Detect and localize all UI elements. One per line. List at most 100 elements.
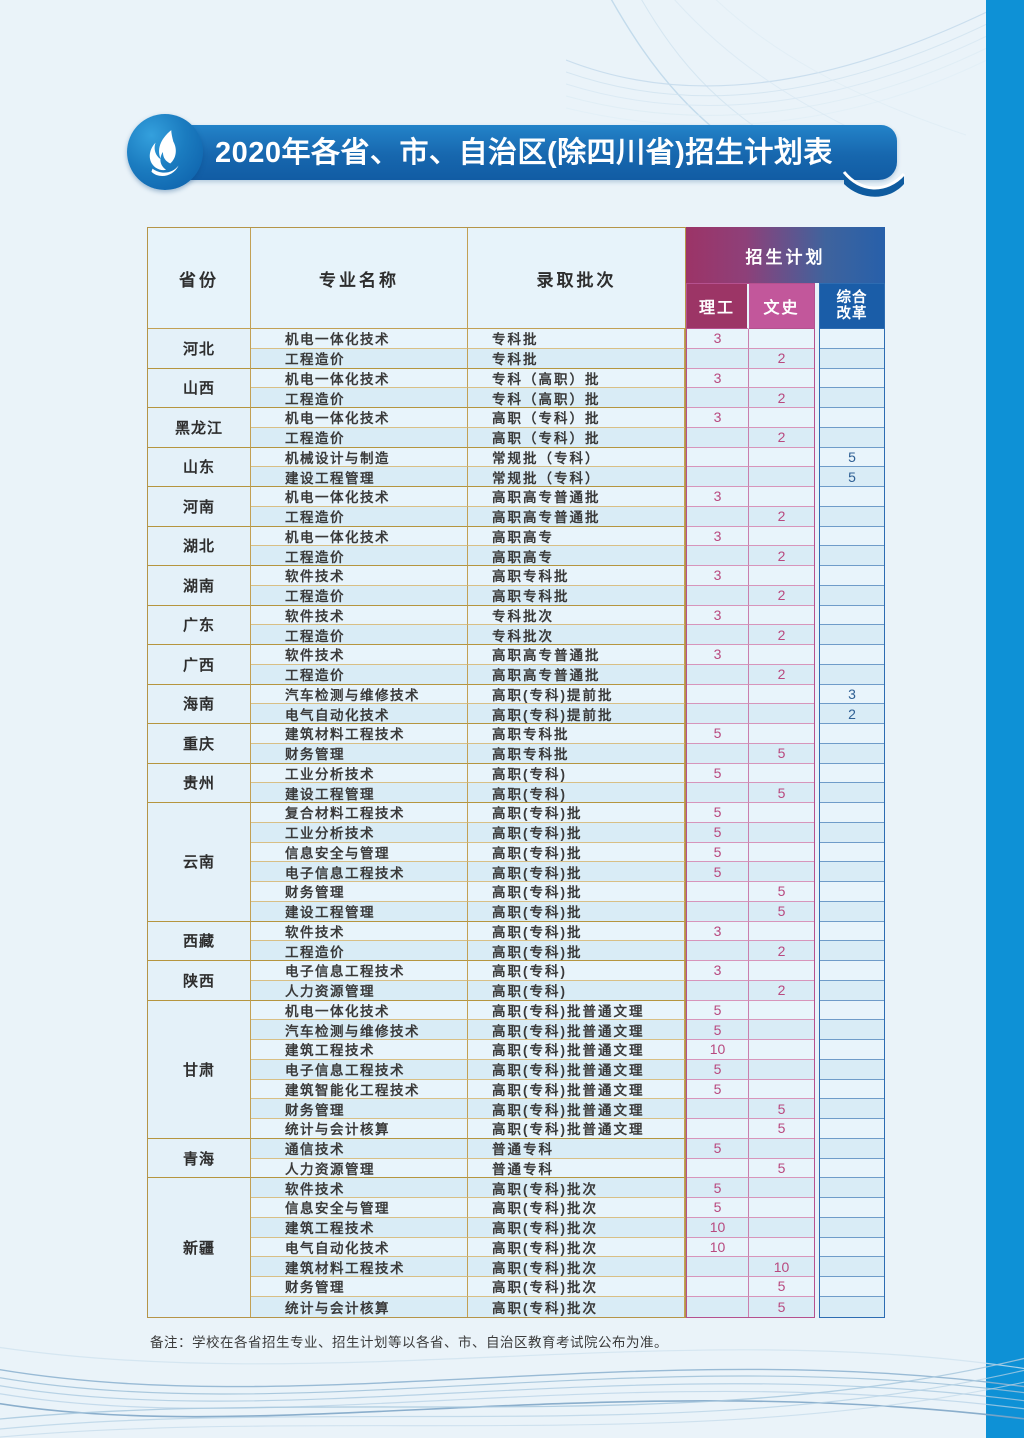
ligong-value-cell [687, 743, 749, 764]
header-zonghe: 综合改革 [820, 284, 884, 329]
major-cell: 建筑工程技术 [251, 1040, 468, 1060]
province-cell: 海南 [148, 684, 251, 724]
ligong-value-cell [687, 1277, 749, 1297]
zonghe-value-cell [820, 546, 884, 566]
ligong-value-cell: 5 [687, 1178, 749, 1198]
ligong-value-cell [687, 901, 749, 922]
major-cell: 财务管理 [251, 882, 468, 902]
right-edge-band [986, 0, 1024, 1438]
ligong-value-cell [687, 783, 749, 803]
ligong-value-cell: 5 [687, 1138, 749, 1159]
ligong-value-cell [687, 1296, 749, 1317]
zonghe-value-cell [820, 1099, 884, 1119]
major-cell: 电子信息工程技术 [251, 961, 468, 981]
zonghe-value-cell [820, 585, 884, 606]
batch-cell: 高职(专科)批次 [468, 1237, 685, 1258]
wenshi-value-cell: 2 [749, 546, 814, 566]
major-cell: 信息安全与管理 [251, 1198, 468, 1218]
province-cell: 山西 [148, 368, 251, 408]
batch-cell: 高职(专科)批普通文理 [468, 1059, 685, 1080]
zonghe-value-cell [820, 1040, 884, 1060]
wenshi-value-cell [749, 803, 814, 823]
major-cell: 建筑材料工程技术 [251, 724, 468, 744]
ligong-value-cell: 3 [687, 605, 749, 626]
zonghe-value-cell [820, 1020, 884, 1040]
zonghe-value-cell [820, 1158, 884, 1179]
ligong-value-cell: 3 [687, 408, 749, 428]
wenshi-value-cell: 5 [749, 1099, 814, 1119]
zonghe-value-cell [820, 664, 884, 685]
wenshi-value-cell [749, 1237, 814, 1258]
batch-cell: 专科（高职）批 [468, 368, 685, 389]
wenshi-value-cell: 2 [749, 625, 814, 645]
wenshi-value-cell: 2 [749, 506, 814, 527]
major-cell: 建设工程管理 [251, 783, 468, 803]
ligong-value-cell [687, 447, 749, 468]
province-cell: 黑龙江 [148, 408, 251, 448]
wenshi-value-cell: 5 [749, 1277, 814, 1297]
major-cell: 软件技术 [251, 921, 468, 942]
batch-cell: 高职(专科)批次 [468, 1198, 685, 1218]
ligong-value-cell [687, 684, 749, 705]
ligong-value-cell: 10 [687, 1040, 749, 1060]
wenshi-value-cell [749, 724, 814, 744]
batch-cell: 高职(专科)批 [468, 921, 685, 942]
school-logo [127, 114, 203, 190]
batch-cell: 高职(专科)提前批 [468, 684, 685, 705]
wenshi-value-cell: 2 [749, 585, 814, 606]
major-cell: 工程造价 [251, 941, 468, 961]
batch-cell: 专科批次 [468, 625, 685, 645]
wenshi-value-cell [749, 566, 814, 586]
province-cell: 河北 [148, 329, 251, 369]
batch-cell: 高职(专科)批次 [468, 1277, 685, 1297]
ligong-value-cell: 10 [687, 1237, 749, 1258]
wenshi-value-cell [749, 1178, 814, 1198]
batch-cell: 高职专科批 [468, 566, 685, 586]
major-cell: 机电一体化技术 [251, 329, 468, 349]
ligong-value-cell: 3 [687, 487, 749, 507]
wenshi-value-cell: 2 [749, 388, 814, 408]
ligong-value-cell: 5 [687, 763, 749, 784]
batch-cell: 专科批 [468, 348, 685, 369]
ligong-value-cell: 3 [687, 368, 749, 389]
province-cell: 贵州 [148, 763, 251, 803]
wenshi-value-cell: 5 [749, 901, 814, 922]
ligong-value-cell: 3 [687, 645, 749, 665]
zonghe-value-cell [820, 1059, 884, 1080]
zonghe-value-cell [820, 625, 884, 645]
ligong-value-cell: 5 [687, 803, 749, 823]
batch-cell: 高职(专科)批普通文理 [468, 1040, 685, 1060]
zonghe-value-cell [820, 901, 884, 922]
wenshi-value-cell: 2 [749, 348, 814, 369]
zonghe-value-cell [820, 605, 884, 626]
wenshi-value-cell: 5 [749, 1119, 814, 1139]
plan-header: 招生计划 [686, 227, 885, 283]
province-cell: 陕西 [148, 961, 251, 1001]
major-cell: 财务管理 [251, 1277, 468, 1297]
wenshi-value-cell [749, 921, 814, 942]
zonghe-value-cell [820, 1198, 884, 1218]
ligong-value-cell: 5 [687, 1198, 749, 1218]
zonghe-value-cell [820, 1000, 884, 1021]
major-cell: 机械设计与制造 [251, 447, 468, 468]
zonghe-value-cell [820, 822, 884, 843]
batch-cell: 普通专科 [468, 1138, 685, 1159]
batch-cell: 高职专科批 [468, 585, 685, 606]
major-cell: 工程造价 [251, 427, 468, 448]
wenshi-value-cell [749, 1000, 814, 1021]
wenshi-value-cell: 2 [749, 427, 814, 448]
province-cell: 河南 [148, 487, 251, 527]
batch-cell: 高职高专普通批 [468, 487, 685, 507]
header-batch: 录取批次 [468, 228, 685, 329]
major-cell: 工程造价 [251, 506, 468, 527]
province-cell: 重庆 [148, 724, 251, 764]
batch-cell: 常规批（专科） [468, 467, 685, 487]
bottom-wave-decoration [0, 1346, 1024, 1438]
province-cell: 新疆 [148, 1178, 251, 1317]
wenshi-value-cell [749, 487, 814, 507]
ligong-value-cell: 5 [687, 842, 749, 863]
ligong-value-cell [687, 980, 749, 1001]
ligong-value-cell [687, 348, 749, 369]
batch-cell: 高职（专科）批 [468, 408, 685, 428]
ligong-value-cell: 3 [687, 921, 749, 942]
